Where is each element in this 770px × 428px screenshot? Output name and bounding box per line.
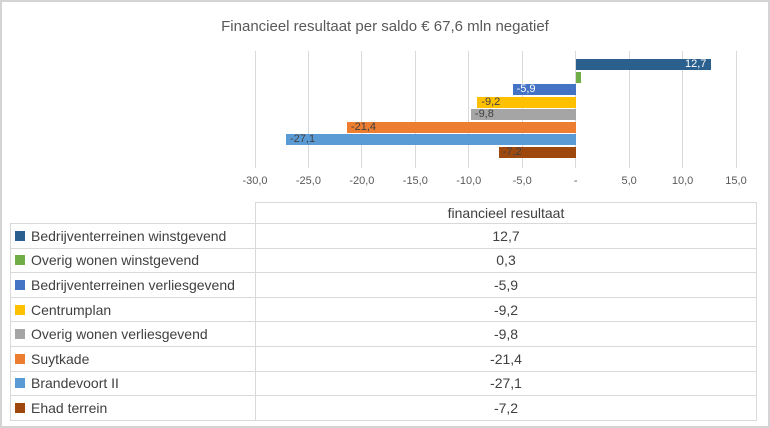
x-tick-label: -30,0 bbox=[242, 175, 268, 187]
table-row: Overig wonen verliesgevend -9,8 bbox=[11, 322, 756, 347]
bar-1[interactable]: 12,7 bbox=[575, 59, 712, 70]
gridline bbox=[307, 51, 309, 168]
category-label: Overig wonen verliesgevend bbox=[31, 326, 208, 343]
result-value-cell[interactable]: -9,2 bbox=[493, 301, 519, 318]
legend-swatch bbox=[15, 329, 25, 340]
bar-data-label: 12,7 bbox=[684, 59, 707, 70]
bar-6[interactable]: -21,4 bbox=[346, 121, 576, 133]
bar-7[interactable]: -27,1 bbox=[285, 134, 576, 146]
category-label: Brandevoort II bbox=[31, 375, 119, 392]
x-tick-label: 15,0 bbox=[725, 175, 747, 187]
x-axis: -30,0 -25,0 -20,0 -15,0 -10,0 -5,0-5,0 10,0 15,… bbox=[2, 175, 768, 189]
legend-swatch bbox=[15, 402, 25, 413]
table-row: Centrumplan -9,2 bbox=[11, 297, 756, 323]
bar-4[interactable]: -9,2 bbox=[477, 96, 576, 108]
category-label-cell[interactable]: Bedrijventerreinen verliesgevend bbox=[11, 273, 256, 297]
result-value-cell[interactable]: -7,2 bbox=[493, 399, 519, 416]
category-label-cell[interactable]: Overig wonen verliesgevend bbox=[11, 322, 256, 346]
table-header-label: financieel resultaat bbox=[447, 205, 565, 221]
result-value-cell[interactable]: -21,4 bbox=[490, 350, 522, 367]
bar-data-label: -7,2 bbox=[502, 146, 522, 158]
bar-data-label: -5,9 bbox=[516, 84, 536, 96]
chart-title: Financieel resultaat per saldo € 67,6 ml… bbox=[221, 18, 549, 35]
gridline bbox=[682, 51, 684, 168]
gridline bbox=[361, 51, 363, 168]
table-row: Bedrijventerreinen verliesgevend -5,9 bbox=[11, 273, 756, 298]
bar-2[interactable]: 0,3 bbox=[575, 71, 581, 83]
result-value-cell[interactable]: -5,9 bbox=[493, 276, 519, 293]
table-header-cell[interactable]: financieel resultaat bbox=[255, 202, 757, 223]
result-value-cell[interactable]: 0,3 bbox=[496, 252, 516, 269]
result-value-cell[interactable]: 12,7 bbox=[492, 227, 520, 244]
gridline bbox=[735, 51, 737, 168]
category-label: Bedrijventerreinen verliesgevend bbox=[31, 276, 235, 293]
category-label-cell[interactable]: Overig wonen winstgevend bbox=[11, 248, 256, 273]
table-row: Overig wonen winstgevend 0,3 bbox=[11, 248, 756, 274]
bar-data-label: -21,4 bbox=[350, 121, 376, 133]
table-body: Bedrijventerreinen winstgevend 12,7 Overig… bbox=[10, 223, 757, 421]
bar-8[interactable]: -7,2 bbox=[498, 146, 576, 158]
table-row: Bedrijventerreinen winstgevend 12,7 bbox=[11, 224, 756, 249]
x-tick-label: - bbox=[573, 175, 578, 187]
x-tick-label: -25,0 bbox=[295, 175, 321, 187]
legend-swatch bbox=[15, 255, 25, 266]
category-label: Overig wonen winstgevend bbox=[31, 252, 200, 269]
category-label: Suytkade bbox=[31, 350, 90, 367]
category-label: Centrumplan bbox=[31, 301, 112, 318]
bar-data-label: -9,2 bbox=[481, 96, 501, 108]
chart-plot-area: 12,7 0,3 -5,9 -9,2-9,8 -21,4 -27,1 -7,2 bbox=[254, 51, 737, 168]
gridline bbox=[468, 51, 470, 168]
gridline bbox=[254, 51, 256, 168]
legend-swatch bbox=[15, 279, 25, 290]
legend-swatch bbox=[15, 353, 25, 364]
result-table: financieel resultaat Bedrijventerreinen … bbox=[10, 202, 757, 421]
category-label-cell[interactable]: Ehad terrein bbox=[11, 396, 256, 420]
category-label-cell[interactable]: Bedrijventerreinen winstgevend bbox=[11, 224, 256, 248]
gridline bbox=[414, 51, 416, 168]
gridline bbox=[575, 51, 577, 168]
x-tick-label: -15,0 bbox=[402, 175, 428, 187]
table-row: Ehad terrein -7,2 bbox=[11, 396, 756, 421]
x-tick-label: -5,0 bbox=[512, 175, 532, 187]
category-label: Bedrijventerreinen winstgevend bbox=[31, 227, 227, 244]
table-row: Brandevoort II -27,1 bbox=[11, 371, 756, 397]
x-tick-label: 10,0 bbox=[671, 175, 694, 187]
legend-swatch bbox=[15, 378, 25, 389]
category-label-cell[interactable]: Brandevoort II bbox=[11, 371, 256, 396]
legend-swatch bbox=[15, 304, 25, 315]
gridline bbox=[628, 51, 630, 168]
x-tick-label: 5,0 bbox=[621, 175, 637, 187]
table-row: Suytkade -21,4 bbox=[11, 346, 756, 372]
bar-3[interactable]: -5,9 bbox=[512, 84, 576, 96]
legend-swatch bbox=[15, 230, 25, 241]
bar-5[interactable]: -9,8 bbox=[470, 109, 576, 121]
x-tick-label: -10,0 bbox=[456, 175, 482, 187]
x-tick-label: -20,0 bbox=[349, 175, 375, 187]
category-label: Ehad terrein bbox=[31, 399, 108, 416]
category-label-cell[interactable]: Centrumplan bbox=[11, 297, 256, 322]
result-value-cell[interactable]: -27,1 bbox=[490, 375, 522, 392]
bar-data-label: -27,1 bbox=[289, 134, 316, 146]
result-value-cell[interactable]: -9,8 bbox=[493, 326, 519, 343]
category-label-cell[interactable]: Suytkade bbox=[11, 346, 256, 371]
bar-data-label: -9,8 bbox=[474, 109, 494, 121]
